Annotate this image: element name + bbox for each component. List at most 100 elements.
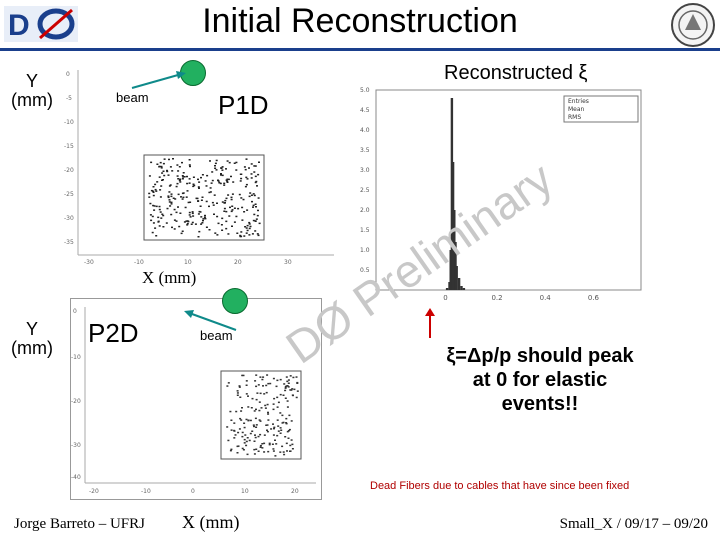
hit-dot [258,222,261,225]
histogram-bar [457,278,461,290]
hit-dot [148,196,151,198]
hit-dot [258,409,261,412]
hit-dot [251,430,254,432]
hit-dot [246,178,249,180]
hit-dot [238,385,241,387]
hit-dot [240,197,243,199]
x-tick-label: 0 [443,294,447,302]
hit-dot [257,450,260,452]
hit-dot [156,181,159,183]
svg-text:D: D [8,9,30,42]
hit-dot [214,162,217,165]
hit-dot [188,182,191,184]
hit-dot [205,226,208,228]
hit-dot [158,176,161,178]
svg-text:-30: -30 [84,259,94,266]
hit-dot [252,424,255,426]
hit-dot [162,170,165,172]
hit-dot [280,429,283,431]
svg-text:-20: -20 [64,167,74,174]
hit-dot [279,412,282,414]
hit-dot [211,179,214,182]
svg-text:30: 30 [284,259,292,266]
hit-dot [148,192,151,195]
y-tick-label: 2.5 [360,187,370,194]
hit-dot [248,195,251,198]
hit-dot [281,445,284,448]
hit-dot [189,201,192,203]
hit-dot [158,208,161,211]
hit-dot [215,159,218,162]
hit-dot [170,195,173,198]
hit-dot [285,376,288,378]
hit-dot [226,426,229,428]
hit-dot [226,160,229,162]
hit-dot [273,397,276,400]
hit-dot [171,170,174,172]
hit-dot [179,212,182,214]
hit-dot [259,433,262,436]
hit-dot [200,223,203,225]
hit-dot [219,182,222,185]
hit-dot [272,423,274,425]
hit-dot [233,430,236,432]
hit-dot [221,229,224,231]
xi-histogram: Entries Mean RMS 0.5 1.0 1.5 2.0 2.5 3.0 3.5 4.… [356,84,646,304]
hit-dot [172,197,175,199]
hit-dot [197,236,200,238]
hit-dot [166,207,169,210]
hit-dot [229,410,232,413]
hit-dot [253,194,256,197]
hit-dot [266,430,269,433]
hit-dot [161,213,164,215]
hit-dot [290,389,293,391]
hit-dot [245,176,248,179]
hit-dot [162,162,165,165]
hit-dot [253,448,256,451]
hit-dot [197,200,200,202]
svg-text:-10: -10 [64,119,74,126]
hit-dot [254,434,256,436]
hit-dot [152,191,155,193]
hit-dot [241,447,244,450]
hit-dot [250,194,253,196]
hit-dot [208,229,211,231]
hit-dot [246,229,249,232]
hit-dot [230,175,232,178]
hit-dot [231,193,234,195]
hit-dot [243,442,246,444]
hit-dot [272,434,275,436]
hit-dot [238,428,241,430]
hit-dot [236,392,239,394]
histogram-title: Reconstructed ξ [444,62,588,84]
hit-dot [263,442,266,445]
hit-dot [243,438,246,441]
hit-dot [221,166,224,168]
hit-dot [239,180,242,182]
hit-dot [206,174,209,177]
hit-dot [149,202,152,205]
p2d-detector-marker [222,288,248,314]
hit-dot [213,194,216,196]
hit-dot [267,419,270,421]
hit-dot [225,227,228,230]
hit-dot [223,202,226,204]
hit-dot [238,386,241,388]
hit-dot [279,451,282,453]
hit-dot [273,426,276,429]
hit-dot [186,175,188,178]
hit-dot [266,429,268,431]
hit-dot [168,199,171,201]
dead-fibers-note: Dead Fibers due to cables that have sinc… [370,480,630,492]
hit-dot [236,232,239,234]
svg-text:-15: -15 [64,143,74,150]
hit-dot [282,451,285,453]
hit-dot [254,380,257,382]
hit-dot [159,161,162,164]
hit-dot [200,176,202,179]
hit-dot [221,174,224,177]
hit-dot [289,450,292,452]
p2d-label: P2D [88,318,139,348]
svg-text:-10: -10 [141,488,151,495]
svg-text:0: 0 [191,488,195,495]
